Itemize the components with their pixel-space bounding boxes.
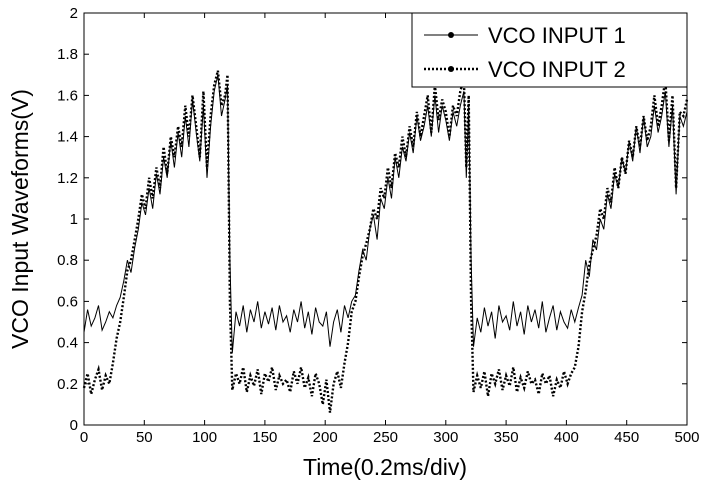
y-tick-label-9: 1.8: [57, 46, 78, 63]
legend-label-1: VCO INPUT 1: [488, 23, 626, 48]
legend-marker-1: [448, 32, 454, 38]
x-tick-label-9: 450: [614, 429, 639, 446]
legend-label-2: VCO INPUT 2: [488, 57, 626, 82]
y-tick-label-1: 0.2: [57, 376, 78, 393]
y-tick-label-7: 1.4: [57, 129, 78, 146]
x-tick-label-3: 150: [252, 429, 277, 446]
y-tick-label-3: 0.6: [57, 293, 78, 310]
axis-ticks: 0 50 100 150 200 250 300 350 400 450 500 0 0.2 0.4 0.6…: [57, 5, 699, 446]
x-axis-label: Time(0.2ms/div): [303, 454, 467, 480]
y-tick-label-2: 0.4: [57, 335, 78, 352]
x-tick-label-7: 350: [494, 429, 519, 446]
y-tick-label-8: 1.6: [57, 87, 78, 104]
y-tick-label-0: 0: [70, 417, 78, 434]
series-line-2: [82, 70, 689, 413]
x-tick-label-2: 100: [192, 429, 217, 446]
y-tick-label-4: 0.8: [57, 252, 78, 269]
y-tick-label-6: 1.2: [57, 170, 78, 187]
x-tick-label-5: 250: [373, 429, 398, 446]
x-tick-label-0: 0: [80, 429, 88, 446]
x-tick-label-4: 200: [313, 429, 338, 446]
plot-series: [82, 70, 689, 413]
legend: VCO INPUT 1 VCO INPUT 2: [411, 12, 688, 88]
y-tick-label-5: 1: [70, 211, 78, 228]
legend-box: [411, 12, 688, 88]
series-line-1: [83, 74, 688, 353]
x-tick-label-8: 400: [554, 429, 579, 446]
x-tick-label-6: 300: [433, 429, 458, 446]
legend-items: VCO INPUT 1 VCO INPUT 2: [424, 23, 626, 82]
y-axis-label: VCO Input Waveforms(V): [7, 89, 33, 349]
x-tick-label-10: 500: [674, 429, 699, 446]
legend-marker-2: [448, 66, 454, 72]
y-tick-label-10: 2: [70, 5, 78, 22]
x-tick-label-1: 50: [136, 429, 153, 446]
